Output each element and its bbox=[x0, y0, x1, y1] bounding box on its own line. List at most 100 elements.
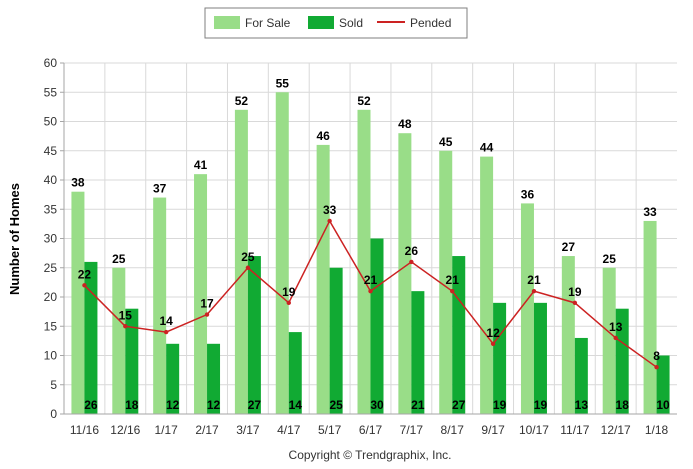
data-label-sold: 27 bbox=[452, 398, 466, 412]
y-tick-label: 50 bbox=[44, 115, 58, 129]
data-label-sold: 26 bbox=[84, 398, 98, 412]
pended-point bbox=[163, 329, 169, 335]
y-tick-label: 35 bbox=[44, 202, 58, 216]
data-label-sold: 14 bbox=[289, 398, 303, 412]
data-label-pended: 21 bbox=[527, 273, 541, 287]
bar-for-sale bbox=[112, 267, 126, 414]
pended-point bbox=[572, 300, 578, 306]
legend-label-for-sale: For Sale bbox=[245, 16, 291, 30]
bar-for-sale bbox=[153, 197, 167, 414]
data-label-sold: 21 bbox=[411, 398, 425, 412]
data-label-sold: 12 bbox=[207, 398, 221, 412]
x-tick-label: 2/17 bbox=[195, 423, 219, 437]
y-tick-label: 15 bbox=[44, 319, 58, 333]
axes: 0 5 10 15 20 25 30 35 40 45 50 55 60 11/16 12/16 1/17 2/… bbox=[44, 56, 677, 437]
bar-for-sale bbox=[194, 174, 208, 414]
x-tick-label: 1/18 bbox=[645, 423, 669, 437]
data-label-sold: 18 bbox=[616, 398, 630, 412]
data-label-pended: 12 bbox=[486, 326, 500, 340]
data-label-sold: 18 bbox=[125, 398, 139, 412]
data-label-for-sale: 25 bbox=[603, 252, 617, 266]
data-label-pended: 8 bbox=[653, 349, 660, 363]
y-tick-label: 60 bbox=[44, 56, 58, 70]
bar-sold bbox=[411, 291, 425, 414]
data-label-pended: 13 bbox=[609, 320, 623, 334]
data-label-for-sale: 38 bbox=[71, 176, 85, 190]
bar-for-sale bbox=[480, 156, 494, 414]
bar-for-sale bbox=[561, 256, 575, 414]
bar-for-sale bbox=[643, 220, 657, 414]
data-label-sold: 30 bbox=[370, 398, 384, 412]
bar-for-sale bbox=[357, 109, 371, 415]
y-tick-label: 20 bbox=[44, 290, 58, 304]
bar-sold bbox=[656, 355, 670, 414]
legend-swatch-sold bbox=[308, 16, 334, 29]
pended-point bbox=[368, 288, 373, 294]
data-label-sold: 19 bbox=[534, 398, 548, 412]
bar-sold bbox=[207, 343, 221, 414]
legend: For Sale Sold Pended bbox=[204, 7, 468, 39]
x-tick-label: 12/16 bbox=[110, 423, 140, 437]
x-tick-label: 9/17 bbox=[481, 423, 505, 437]
legend-swatch-for-sale bbox=[214, 16, 240, 29]
data-label-pended: 21 bbox=[364, 273, 378, 287]
pended-point bbox=[123, 324, 128, 329]
pended-point bbox=[327, 218, 332, 224]
data-label-pended: 17 bbox=[200, 297, 214, 311]
x-tick-label: 1/17 bbox=[154, 423, 178, 437]
bar-sold bbox=[615, 308, 629, 414]
data-label-pended: 14 bbox=[159, 314, 173, 328]
x-tick-label: 12/17 bbox=[601, 423, 631, 437]
data-label-pended: 21 bbox=[446, 273, 460, 287]
data-label-sold: 27 bbox=[248, 398, 262, 412]
bar-sold bbox=[370, 238, 384, 414]
data-label-for-sale: 27 bbox=[562, 240, 576, 254]
y-tick-label: 0 bbox=[50, 407, 57, 421]
data-label-sold: 12 bbox=[166, 398, 180, 412]
pended-point bbox=[490, 341, 496, 346]
data-labels: 38 26 25 18 37 12 41 12 52 27 55 14 46 25 52 30 48 21 45 27… bbox=[71, 76, 670, 412]
pended-point bbox=[531, 288, 537, 294]
data-label-for-sale: 25 bbox=[112, 252, 126, 266]
bar-sold bbox=[125, 308, 139, 414]
legend-label-sold: Sold bbox=[339, 16, 363, 30]
data-label-for-sale: 46 bbox=[316, 129, 330, 143]
y-axis-title: Number of Homes bbox=[7, 183, 22, 295]
pended-point bbox=[409, 259, 414, 265]
y-tick-label: 30 bbox=[44, 232, 58, 246]
data-label-pended: 22 bbox=[78, 267, 92, 281]
pended-point bbox=[654, 365, 659, 370]
bar-sold bbox=[288, 332, 302, 414]
pended-point bbox=[450, 288, 455, 294]
data-label-for-sale: 45 bbox=[439, 135, 453, 149]
bar-for-sale bbox=[71, 191, 85, 414]
bar-for-sale bbox=[316, 144, 330, 414]
x-tick-label: 7/17 bbox=[400, 423, 424, 437]
data-label-pended: 19 bbox=[568, 285, 582, 299]
data-label-for-sale: 55 bbox=[276, 76, 290, 90]
data-label-pended: 33 bbox=[323, 203, 337, 217]
bar-sold bbox=[533, 302, 547, 414]
legend-box bbox=[204, 7, 468, 39]
data-label-pended: 15 bbox=[119, 308, 133, 322]
data-label-for-sale: 44 bbox=[480, 141, 494, 155]
pended-point bbox=[286, 300, 291, 306]
bar-for-sale bbox=[520, 203, 534, 414]
bar-sold bbox=[247, 256, 261, 414]
data-label-pended: 19 bbox=[282, 285, 296, 299]
y-tick-label: 55 bbox=[44, 85, 58, 99]
pended-line-layer bbox=[82, 218, 659, 370]
data-label-for-sale: 33 bbox=[643, 205, 657, 219]
y-tick-label: 25 bbox=[44, 261, 58, 275]
y-tick-label: 5 bbox=[50, 378, 57, 392]
bars bbox=[71, 92, 670, 415]
bar-for-sale bbox=[234, 109, 248, 415]
bar-for-sale bbox=[602, 267, 616, 414]
x-tick-label: 3/17 bbox=[236, 423, 260, 437]
bar-sold bbox=[166, 343, 180, 414]
x-tick-label: 6/17 bbox=[359, 423, 383, 437]
data-label-sold: 13 bbox=[575, 398, 589, 412]
x-tick-label: 11/16 bbox=[70, 423, 99, 437]
data-label-for-sale: 52 bbox=[235, 94, 249, 108]
